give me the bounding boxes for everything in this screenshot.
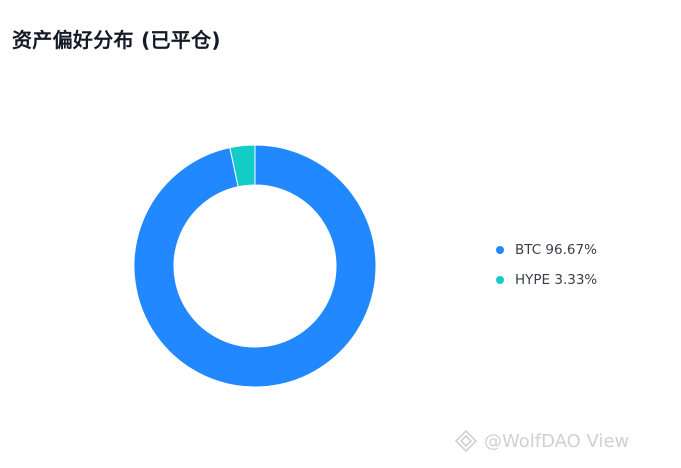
chart-title: 资产偏好分布 (已平仓) (12, 28, 221, 52)
legend-label-hype: HYPE 3.33% (515, 272, 598, 288)
watermark-text: @WolfDAO View (484, 430, 630, 452)
legend-label-btc: BTC 96.67% (515, 242, 597, 258)
legend-swatch-btc (496, 246, 504, 254)
chart-legend: BTC 96.67% HYPE 3.33% (496, 240, 597, 300)
legend-item-btc[interactable]: BTC 96.67% (496, 240, 597, 260)
diamond-logo-icon (454, 429, 478, 453)
legend-item-hype[interactable]: HYPE 3.33% (496, 270, 597, 290)
donut-slice-hype[interactable] (229, 144, 256, 188)
donut-slice-btc[interactable] (133, 144, 377, 388)
watermark: @WolfDAO View (454, 429, 629, 453)
legend-swatch-hype (496, 276, 504, 284)
